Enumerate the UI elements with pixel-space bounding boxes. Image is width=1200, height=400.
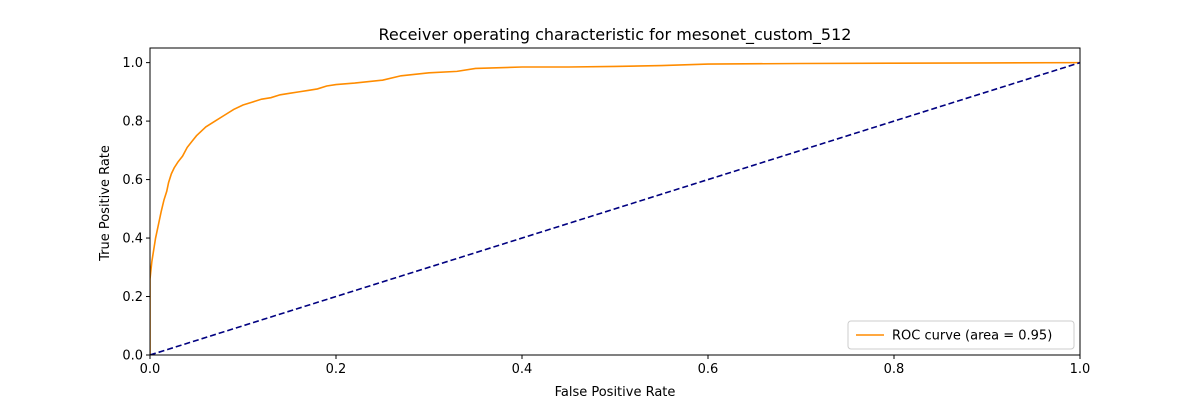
x-tick-label: 0.8 [884,362,905,377]
x-axis-label: False Positive Rate [555,385,676,400]
x-tick-label: 0.6 [698,362,719,377]
x-tick-label: 0.0 [140,362,161,377]
y-tick-label: 1.0 [122,56,143,71]
y-tick-label: 0.0 [122,349,143,364]
chart-title: Receiver operating characteristic for me… [379,25,852,45]
y-tick-label: 0.2 [122,290,143,305]
x-tick-label: 0.2 [326,362,347,377]
y-axis-label: True Positive Rate [98,145,113,262]
plot-frame [149,47,1081,356]
y-tick-label: 0.6 [122,173,143,188]
chance-diagonal-line [150,61,1080,355]
y-tick-label: 0.4 [122,232,143,247]
y-tick-label: 0.8 [122,115,143,130]
roc-curve-line [150,61,1080,355]
legend-label-roc: ROC curve (area = 0.95) [892,329,1052,344]
legend-box [847,320,1075,350]
x-tick-label: 0.4 [512,362,533,377]
x-tick-label: 1.0 [1070,362,1091,377]
